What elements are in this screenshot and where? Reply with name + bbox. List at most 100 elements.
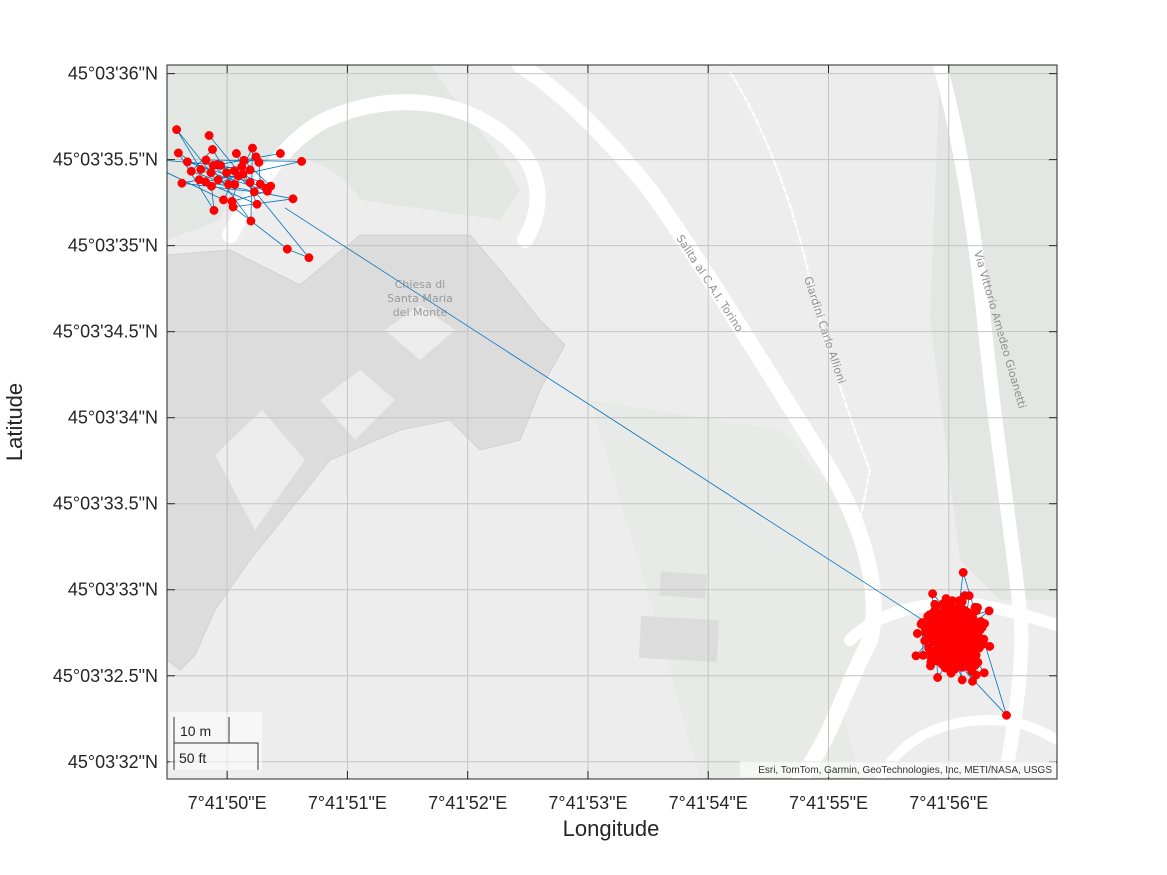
- track-point: [934, 609, 943, 619]
- track-point: [245, 165, 255, 175]
- place-label-line: Santa Maria: [387, 292, 453, 305]
- track-point: [925, 628, 935, 638]
- track-point: [173, 148, 183, 158]
- track-point: [911, 651, 921, 661]
- attribution-text: Esri, TomTom, Garmin, GeoTechnologies, I…: [758, 765, 1052, 776]
- track-point: [939, 627, 949, 637]
- track-point: [930, 655, 940, 665]
- track-point: [949, 622, 959, 631]
- track-point: [933, 673, 943, 682]
- track-point: [252, 199, 262, 209]
- y-axis-title: Latitude: [2, 383, 27, 461]
- track-points: [172, 125, 1011, 720]
- track-point: [201, 177, 210, 187]
- scale-bar-background: [170, 712, 262, 770]
- y-tick-label: 45°03'35"N: [68, 236, 158, 256]
- road-upper-curve: [222, 94, 546, 248]
- track-point: [282, 244, 292, 254]
- track-point: [938, 599, 948, 609]
- small-building: [638, 615, 720, 663]
- track-point: [950, 606, 959, 616]
- roads: [222, 65, 1057, 779]
- track-point: [251, 152, 261, 162]
- track-point: [238, 169, 248, 179]
- track-point: [950, 632, 960, 642]
- track-point: [957, 675, 967, 685]
- track-point: [209, 205, 219, 215]
- track-layer: [167, 125, 1011, 720]
- track-point: [1002, 710, 1011, 720]
- scale-bar-imperial-line: [173, 742, 259, 770]
- attribution-background: [740, 761, 1056, 777]
- place-label-line: Chiesa di: [395, 278, 445, 291]
- track-point: [297, 156, 307, 166]
- track-point: [288, 194, 298, 204]
- track-point: [177, 178, 187, 188]
- x-tick-label: 7°41'56"E: [909, 793, 988, 813]
- x-tick-label: 7°41'51"E: [308, 793, 387, 813]
- track-point: [239, 155, 249, 165]
- track-point: [182, 157, 192, 167]
- scale-bar-metric-label: 10 m: [180, 723, 211, 739]
- y-tick-label: 45°03'35.5"N: [53, 150, 158, 170]
- track-point: [248, 143, 257, 153]
- track-point: [947, 596, 957, 606]
- road-lower: [875, 714, 1057, 779]
- track-point: [912, 629, 922, 638]
- place-label-line: del Monte: [393, 306, 448, 319]
- track-point: [249, 187, 259, 197]
- track-point: [208, 145, 217, 154]
- track-point: [230, 180, 240, 190]
- track-point: [266, 181, 276, 191]
- x-tick-label: 7°41'55"E: [789, 793, 868, 813]
- track-point: [275, 149, 285, 158]
- track-point: [931, 621, 940, 631]
- track-point: [219, 195, 228, 205]
- track-point: [304, 253, 314, 263]
- park-area: [167, 65, 1057, 600]
- track-point: [231, 149, 241, 158]
- track-point: [959, 609, 969, 619]
- small-building: [659, 571, 707, 599]
- x-tick-labels: 7°41'50"E 7°41'51"E 7°41'52"E 7°41'53"E 7°41…: [188, 793, 989, 813]
- scale-bar: 10 m 50 ft: [170, 712, 262, 770]
- track-point: [201, 155, 211, 165]
- y-tick-label: 45°03'33.5"N: [53, 494, 158, 514]
- track-point: [196, 164, 206, 174]
- track-point: [979, 668, 989, 678]
- track-point: [985, 641, 995, 651]
- y-tick-label: 45°03'33"N: [68, 580, 158, 600]
- track-point: [984, 606, 994, 616]
- road-salita: [512, 65, 882, 779]
- track-point: [916, 619, 926, 629]
- tick-marks: [167, 65, 1057, 779]
- track-point: [925, 610, 935, 620]
- y-tick-label: 45°03'36"N: [68, 64, 158, 84]
- y-tick-label: 45°03'32"N: [68, 752, 158, 772]
- track-point: [212, 160, 222, 170]
- building-complex: [167, 234, 566, 671]
- track-point: [957, 597, 967, 607]
- y-tick-labels: 45°03'36"N 45°03'35.5"N 45°03'35"N 45°03'34…: [53, 64, 158, 772]
- track-point: [935, 644, 945, 654]
- scale-bar-imperial-label: 50 ft: [179, 750, 206, 766]
- track-point: [213, 175, 223, 185]
- grid-lines: [167, 65, 1057, 779]
- path-giardini: [729, 71, 872, 521]
- road-via-vittorio: [933, 65, 1029, 779]
- track-connector-line: [284, 207, 935, 628]
- y-tick-label: 45°03'34"N: [68, 408, 158, 428]
- track-point: [172, 125, 182, 135]
- x-tick-label: 7°41'52"E: [428, 793, 507, 813]
- track-point: [964, 591, 974, 601]
- track-point: [971, 650, 981, 660]
- track-point: [967, 666, 977, 676]
- track-point: [970, 636, 980, 645]
- track-point: [963, 658, 972, 668]
- track-point: [950, 664, 960, 674]
- track-point: [937, 659, 947, 669]
- track-point: [953, 640, 963, 650]
- track-point: [207, 181, 216, 191]
- track-point: [953, 650, 963, 660]
